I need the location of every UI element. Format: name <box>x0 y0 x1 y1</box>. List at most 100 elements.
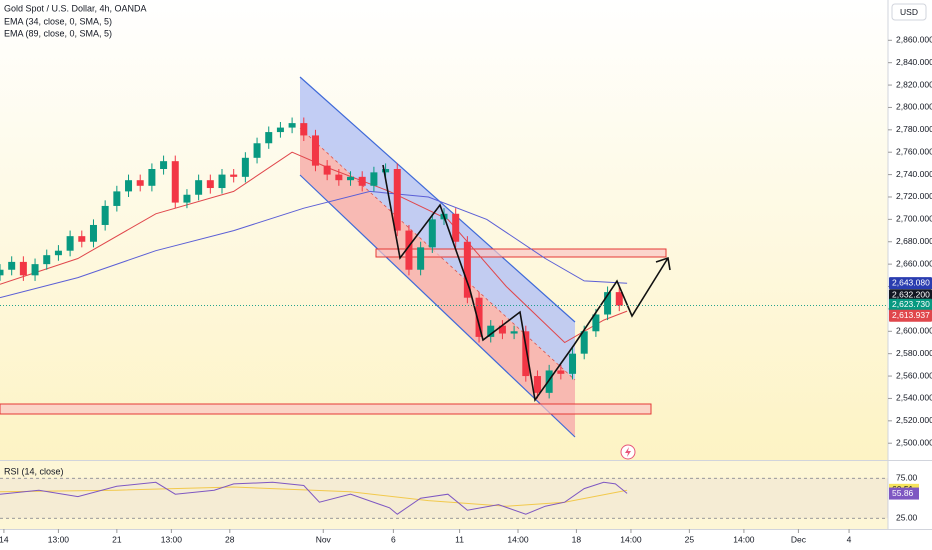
currency: USD <box>900 7 918 17</box>
candle-body <box>592 314 600 332</box>
x-tick-label: 13:00 <box>161 534 183 544</box>
candle-body <box>160 161 168 170</box>
x-tick-label: Nov <box>316 534 332 544</box>
candle-body <box>522 331 530 377</box>
price-badge-label: 2,632.200 <box>892 290 930 300</box>
rsi-tick-label: 25.00 <box>896 512 918 522</box>
candle-body <box>148 169 156 186</box>
y-tick-label: 2,740.000 <box>896 169 932 179</box>
resistance-zone <box>375 248 667 258</box>
candle-body <box>183 194 191 203</box>
candle-body <box>335 174 343 181</box>
y-tick-label: 2,680.000 <box>896 236 932 246</box>
channel-bottom <box>299 174 576 438</box>
candle-body <box>475 297 483 337</box>
candle-body <box>393 169 401 231</box>
x-tick-label: 13:00 <box>48 534 70 544</box>
y-tick-label: 2,760.000 <box>896 146 932 156</box>
price-badge <box>889 289 932 302</box>
price-badge-label: 2,623.730 <box>892 299 930 309</box>
candle-body <box>276 127 284 133</box>
candle-body <box>347 176 355 181</box>
candle-body <box>580 331 588 354</box>
rsi-ma-line <box>0 486 628 507</box>
x-tick-label: 18 <box>572 534 582 544</box>
candle-body <box>19 261 27 276</box>
candle-body <box>557 370 565 374</box>
price-badge-label: 2,643.080 <box>892 277 930 287</box>
candle-body <box>31 264 39 276</box>
candle-body <box>382 169 390 173</box>
rsi-tick-label: 75.00 <box>896 473 918 483</box>
candle-body <box>604 292 612 315</box>
candle-body <box>417 247 425 270</box>
x-tick-label: 25 <box>685 534 695 544</box>
chart-title: Gold Spot / U.S. Dollar, 4h, OANDA <box>4 3 147 13</box>
candle-body <box>206 180 214 189</box>
x-tick-label: 11 <box>455 534 464 544</box>
candle-body <box>533 376 541 393</box>
candle-body <box>78 236 86 242</box>
y-tick-label: 2,780.000 <box>896 124 932 134</box>
x-tick-label: 14:00 <box>733 534 755 544</box>
rsi-badge-label: 55.86 <box>892 488 914 498</box>
price-badge <box>889 277 932 290</box>
candle-body <box>253 143 261 158</box>
indicator-legend: EMA (89, close, 0, SMA, 5) <box>4 28 112 38</box>
candle-body <box>171 161 179 203</box>
y-tick-label: 2,600.000 <box>896 326 932 336</box>
channel-upper-fill <box>300 77 575 380</box>
candle-body <box>89 224 97 242</box>
rsi-line <box>0 481 628 515</box>
rsi-title: RSI (14, close) <box>4 466 64 476</box>
y-tick-label: 2,500.000 <box>896 437 932 447</box>
currency-box[interactable] <box>891 3 927 21</box>
channel-lower-fill <box>300 128 575 437</box>
candle-body <box>311 135 319 166</box>
candle-body <box>218 174 226 189</box>
candle-body <box>569 353 577 374</box>
x-tick-label: 14:00 <box>507 534 529 544</box>
candle-body <box>265 132 273 144</box>
marks <box>0 117 628 399</box>
x-tick-label: 21 <box>112 534 122 544</box>
candle-body <box>370 172 378 186</box>
candle-body <box>498 325 506 334</box>
candle-body <box>463 241 471 298</box>
candle-body <box>125 180 133 192</box>
y-tick-label: 2,860.000 <box>896 35 932 45</box>
candle-body <box>545 370 553 393</box>
y-tick-label: 2,820.000 <box>896 79 932 89</box>
candle-body <box>452 213 460 242</box>
y-tick-label: 2,580.000 <box>896 348 932 358</box>
candle-body <box>300 123 308 136</box>
x-tick-label: 14 <box>0 534 9 544</box>
candle-body <box>195 180 203 195</box>
candle-body <box>43 255 51 265</box>
rsi-band <box>0 478 888 519</box>
candle-body <box>136 180 144 186</box>
candle-body <box>428 219 436 248</box>
indicator-legend: EMA (34, close, 0, SMA, 5) <box>4 16 112 26</box>
x-tick-label: 14:00 <box>620 534 642 544</box>
price-badge <box>889 309 932 322</box>
y-tick-label: 2,540.000 <box>896 393 932 403</box>
drawings <box>0 76 667 438</box>
candle-body <box>510 331 518 334</box>
candle-body <box>358 176 366 186</box>
x-tick-label: 4 <box>847 534 852 544</box>
candle-body <box>323 165 331 175</box>
candle-body <box>487 325 495 337</box>
y-tick-label: 2,700.000 <box>896 214 932 224</box>
arrow-head <box>655 256 671 271</box>
candle-body <box>241 157 249 177</box>
candle-body <box>54 250 62 256</box>
x-tick-label: 28 <box>225 534 235 544</box>
event-bolt <box>625 447 631 457</box>
channel-top <box>299 76 576 323</box>
candle-body <box>288 123 296 128</box>
y-tick-label: 2,800.000 <box>896 102 932 112</box>
rsi-badge <box>889 487 919 500</box>
